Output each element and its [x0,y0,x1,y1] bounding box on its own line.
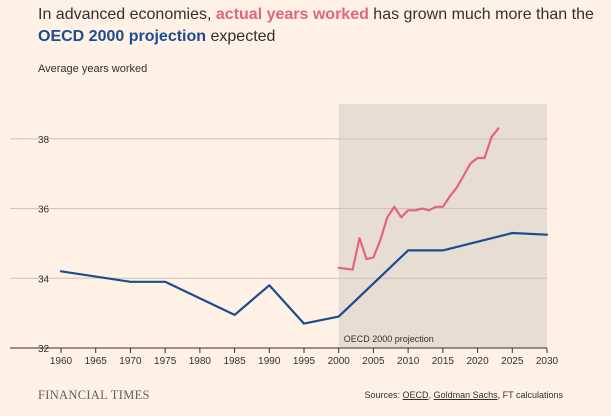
y-tick-label-38: 38 [38,135,50,146]
x-tick-label-1965: 1965 [85,356,108,367]
chart-title: In advanced economies, actual years work… [38,4,598,48]
x-tick-label-2030: 2030 [536,356,559,367]
projection-region-label: OECD 2000 projection [344,334,434,344]
x-tick-label-2020: 2020 [466,356,489,367]
source-note: Sources: OECD, Goldman Sachs, FT calcula… [365,390,563,400]
title-oecd-highlight: OECD 2000 projection [38,28,207,45]
x-tick-label-1980: 1980 [189,356,212,367]
source-link-goldman-sachs[interactable]: Goldman Sachs [433,390,498,400]
y-tick-label-32: 32 [38,344,50,355]
x-tick-label-1970: 1970 [119,356,142,367]
x-tick-label-1975: 1975 [154,356,177,367]
x-tick-label-1995: 1995 [293,356,316,367]
y-tick-label-34: 34 [38,274,50,285]
x-tick-label-2025: 2025 [501,356,524,367]
actual-years-line [337,127,500,271]
x-tick-label-1990: 1990 [258,356,281,367]
title-mid: has grown much more than the [368,6,594,23]
title-post: expected [206,28,276,45]
ft-logo: FINANCIAL TIMES [38,388,150,402]
x-tick-label-2000: 2000 [328,356,351,367]
source-pre: Sources: [364,390,403,400]
x-tick-label-2015: 2015 [432,356,455,367]
title-actual-highlight: actual years worked [215,6,369,23]
y-axis-label: Average years worked [38,63,148,75]
x-tick-label-2010: 2010 [397,356,420,367]
source-link-oecd[interactable]: OECD [402,390,429,400]
x-tick-label-1960: 1960 [50,356,73,367]
y-tick-label-36: 36 [38,205,50,216]
x-tick-label-1985: 1985 [223,356,246,367]
source-post: , FT calculations [497,390,563,400]
title-pre: In advanced economies, [38,6,216,23]
x-tick-label-2005: 2005 [362,356,385,367]
source-sep: , [428,390,434,400]
projection-shaded-region [338,104,547,348]
